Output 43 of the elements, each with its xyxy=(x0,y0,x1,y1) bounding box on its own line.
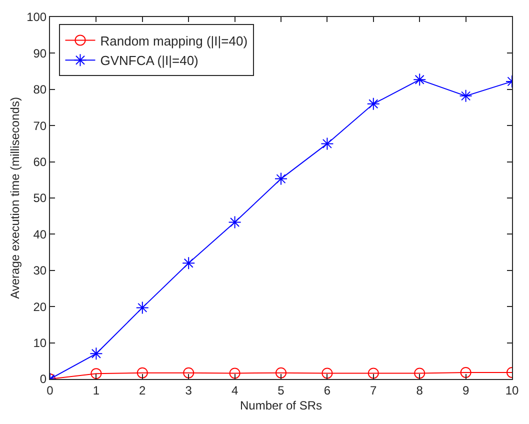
x-tick-label: 9 xyxy=(462,383,470,398)
x-axis-title: Number of SRs xyxy=(240,398,322,412)
legend-label: GVNFCA (|I|=40) xyxy=(100,53,198,68)
point xyxy=(366,97,380,110)
y-tick-label: 60 xyxy=(33,155,47,169)
x-tick-label: 6 xyxy=(324,383,331,398)
y-tick-label: 0 xyxy=(40,372,47,386)
point xyxy=(229,368,240,379)
y-tick-label: 50 xyxy=(33,191,47,206)
point xyxy=(136,367,148,378)
y-tick-label: 80 xyxy=(33,82,47,97)
x-tick-label: 8 xyxy=(416,383,424,398)
point xyxy=(368,368,379,379)
point xyxy=(460,366,472,378)
y-tick-label: 30 xyxy=(33,264,47,278)
point xyxy=(322,368,333,379)
y-tick-label: 20 xyxy=(33,300,47,314)
point xyxy=(276,367,286,378)
point xyxy=(90,347,103,360)
legend-label: Random mapping (|I|=40) xyxy=(100,33,248,48)
x-tick-label: 5 xyxy=(278,383,285,398)
x-tick-label: 3 xyxy=(185,383,192,398)
point xyxy=(414,368,426,379)
y-tick-label: 40 xyxy=(33,227,47,242)
y-tick-label: 10 xyxy=(33,336,47,350)
point xyxy=(136,301,149,314)
point xyxy=(228,216,242,229)
y-tick-label: 90 xyxy=(33,46,47,60)
point xyxy=(413,73,426,86)
point xyxy=(183,367,194,378)
y-tick-label: 100 xyxy=(26,10,47,24)
y-tick-label: 70 xyxy=(33,118,47,133)
point xyxy=(274,172,288,186)
point xyxy=(90,368,102,379)
point xyxy=(182,256,196,270)
point xyxy=(459,89,472,102)
x-tick-label: 10 xyxy=(505,383,519,398)
x-tick-label: 1 xyxy=(92,383,100,398)
x-tick-label: 2 xyxy=(139,383,146,398)
y-axis-title: Average execution time (milliseconds) xyxy=(8,97,22,299)
point xyxy=(320,137,334,150)
x-tick-label: 7 xyxy=(370,383,378,398)
x-tick-label: 4 xyxy=(231,383,238,398)
